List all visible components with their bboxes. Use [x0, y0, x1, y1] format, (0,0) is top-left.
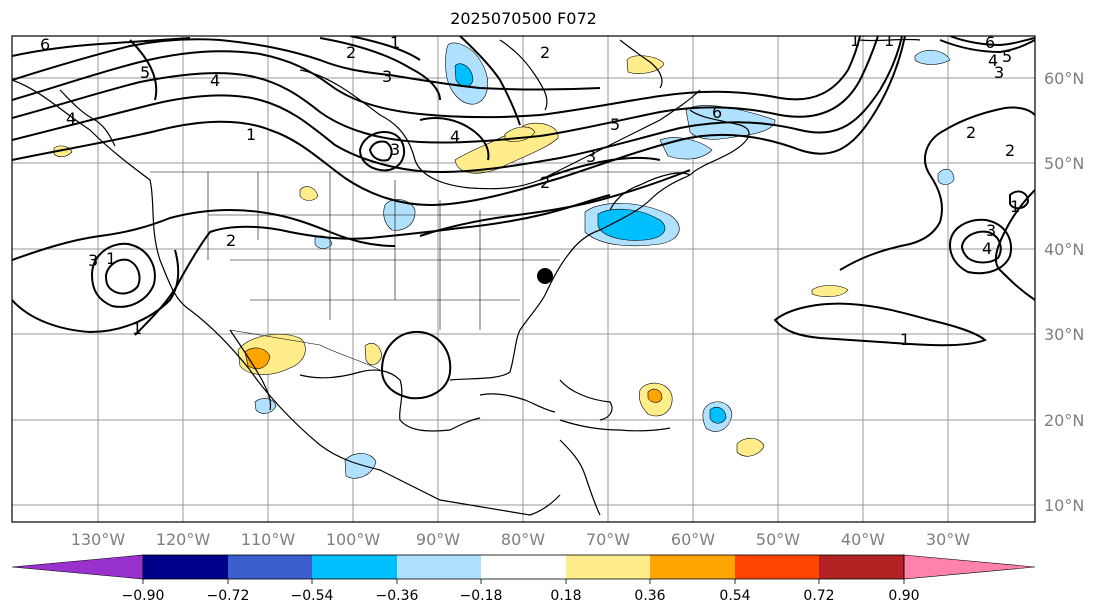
- lat-label: 10°N: [1044, 496, 1084, 515]
- colorbar-tick-label: 0.36: [634, 588, 665, 604]
- contour-label: 2: [1005, 141, 1015, 160]
- lat-label: 40°N: [1044, 240, 1084, 259]
- colorbar-tick-label: −0.36: [376, 588, 419, 604]
- contour-label: 3: [88, 251, 98, 270]
- contour-label: 1: [106, 249, 116, 268]
- colorbar-tick-label: 0.72: [803, 588, 834, 604]
- contour-label: 4: [450, 127, 460, 146]
- colorbar-tick-label: 0.90: [888, 588, 919, 604]
- map-title: 2025070500 F072: [450, 9, 597, 28]
- map-border: [11, 35, 1036, 523]
- contour-label: 2: [540, 173, 550, 192]
- colorbar-segment: [312, 555, 397, 579]
- contour-label: 1: [850, 31, 860, 50]
- contour-label: 3: [994, 63, 1004, 82]
- colorbar-segment: [228, 555, 312, 579]
- colorbar-tick-label: −0.54: [291, 588, 334, 604]
- contour-label: 1: [900, 330, 910, 349]
- contour-label: 1: [246, 125, 256, 144]
- contour-label: 3: [382, 67, 392, 86]
- contour-label: 4: [982, 239, 992, 258]
- contour-label: 1: [390, 33, 400, 52]
- lon-label: 100°W: [326, 530, 381, 549]
- contour-lines: [12, 36, 1035, 400]
- colorbar-segment: [397, 555, 481, 579]
- contour-label: 3: [586, 147, 596, 166]
- colorbar-tick-label: −0.90: [122, 588, 165, 604]
- lon-label: 110°W: [241, 530, 296, 549]
- lon-label: 60°W: [671, 530, 715, 549]
- colorbar-segment: [650, 555, 735, 579]
- lat-label: 60°N: [1044, 69, 1084, 88]
- contour-label: 5: [1002, 47, 1012, 66]
- contour-label: 6: [712, 103, 722, 122]
- anomaly-shading: [53, 42, 955, 479]
- contour-label: 4: [988, 51, 998, 70]
- contour-label: 5: [610, 115, 620, 134]
- colorbar: −0.90 −0.72 −0.54 −0.36 −0.18 0.18 0.36 …: [11, 554, 1036, 604]
- contour-label: 1: [132, 319, 142, 338]
- contour-label: 6: [985, 33, 995, 52]
- colorbar-segment: [566, 555, 650, 579]
- colorbar-segment: [735, 555, 819, 579]
- contour-label: 3: [390, 140, 400, 159]
- colorbar-tick-label: −0.18: [460, 588, 503, 604]
- contour-label: 4: [66, 109, 76, 128]
- colorbar-tick-label: 0.18: [550, 588, 581, 604]
- colorbar-segment: [481, 555, 566, 579]
- contour-label: 6: [40, 35, 50, 54]
- lon-label: 120°W: [156, 530, 211, 549]
- colorbar-extend-low: [11, 554, 144, 580]
- lon-label: 50°W: [756, 530, 800, 549]
- colorbar-ticks: −0.90 −0.72 −0.54 −0.36 −0.18 0.18 0.36 …: [122, 588, 920, 604]
- contour-label: 3: [986, 221, 996, 240]
- lat-label: 50°N: [1044, 154, 1084, 173]
- contour-label: 1: [884, 31, 894, 50]
- contour-label: 2: [226, 231, 236, 250]
- colorbar-extend-high: [903, 554, 1036, 580]
- contour-label: 4: [210, 71, 220, 90]
- location-marker: [537, 268, 553, 284]
- lon-label: 30°W: [926, 530, 970, 549]
- lon-label: 80°W: [501, 530, 545, 549]
- colorbar-segment: [143, 555, 228, 579]
- lon-label: 130°W: [71, 530, 126, 549]
- lat-label: 20°N: [1044, 411, 1084, 430]
- longitude-labels: 130°W 120°W 110°W 100°W 90°W 80°W 70°W 6…: [71, 530, 970, 549]
- contour-labels: 6 5 4 3 2 1 1 2 3 4 5 6 3 4 1 2 3 1 2 2 …: [40, 31, 1020, 349]
- colorbar-tick-label: 0.54: [719, 588, 750, 604]
- lat-label: 30°N: [1044, 325, 1084, 344]
- latitude-labels: 60°N 50°N 40°N 30°N 20°N 10°N: [1044, 69, 1084, 515]
- lon-label: 40°W: [841, 530, 885, 549]
- graticule: [12, 36, 1035, 522]
- contour-label: 2: [540, 43, 550, 62]
- colorbar-tick-label: −0.72: [207, 588, 250, 604]
- colorbar-segment: [819, 555, 904, 579]
- contour-label: 1: [1010, 197, 1020, 216]
- lon-label: 70°W: [586, 530, 630, 549]
- contour-label: 2: [346, 43, 356, 62]
- contour-label: 5: [140, 63, 150, 82]
- coastlines: [12, 38, 921, 516]
- lon-label: 90°W: [416, 530, 460, 549]
- contour-label: 2: [966, 123, 976, 142]
